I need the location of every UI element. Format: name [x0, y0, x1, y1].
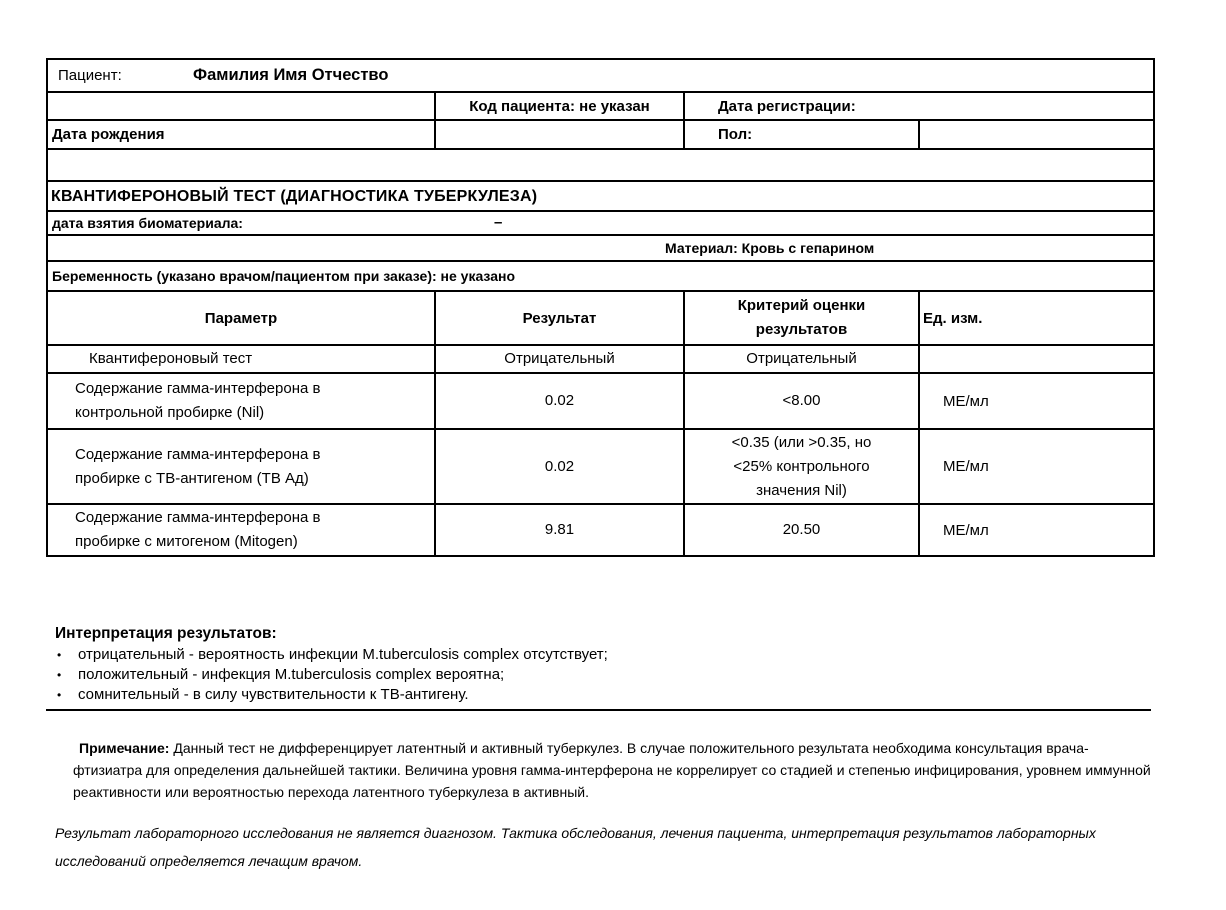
result-criteria: Отрицательный	[685, 346, 920, 372]
result-parameter: Квантифероновый тест	[46, 346, 436, 372]
table-row: Содержание гамма-интерферона в контрольн…	[46, 374, 1155, 430]
note-paragraph: Примечание: Данный тест не дифференцируе…	[73, 737, 1153, 803]
birth-date-row: Дата рождения Пол:	[46, 121, 1155, 150]
result-criteria: 20.50	[685, 505, 920, 555]
spacer-row	[46, 150, 1155, 182]
header-criteria: Критерий оценки результатов	[685, 292, 920, 344]
result-unit: МЕ/мл	[920, 374, 1155, 428]
table-row: Квантифероновый тест Отрицательный Отриц…	[46, 346, 1155, 374]
empty-cell	[46, 93, 436, 119]
note-text: Данный тест не дифференцирует латентный …	[73, 740, 1151, 800]
biomaterial-date-cell: дата взятия биоматериала: –	[46, 212, 1155, 234]
patient-label: Пациент:	[58, 67, 122, 84]
list-item: • отрицательный - вероятность инфекции M…	[55, 645, 1226, 665]
list-item: • положительный - инфекция M.tuberculosi…	[55, 665, 1226, 685]
empty-cell	[46, 150, 1155, 180]
table-row: Содержание гамма-интерферона в пробирке …	[46, 430, 1155, 505]
patient-code-label: Код пациента: не указан	[436, 93, 685, 119]
birth-date-label: Дата рождения	[46, 121, 436, 148]
pregnancy-row: Беременность (указано врачом/пациентом п…	[46, 262, 1155, 292]
result-value: 0.02	[436, 374, 685, 428]
result-unit	[920, 346, 1155, 372]
material-label: Материал: Кровь с гепарином	[665, 239, 875, 256]
result-unit: МЕ/мл	[920, 430, 1155, 503]
bullet-icon: •	[57, 688, 62, 702]
list-item: • сомнительный - в силу чувствительности…	[55, 685, 1226, 705]
biomaterial-date-label: дата взятия биоматериала:	[52, 214, 243, 231]
interpretation-title: Интерпретация результатов:	[55, 625, 277, 642]
registration-date-label: Дата регистрации:	[685, 93, 1155, 119]
patient-name: Фамилия Имя Отчество	[193, 66, 389, 84]
pregnancy-label: Беременность (указано врачом/пациентом п…	[52, 267, 516, 284]
separator-line	[46, 709, 1151, 711]
material-cell: Материал: Кровь с гепарином	[46, 236, 1155, 260]
disclaimer-paragraph: Результат лабораторного исследования не …	[55, 825, 1096, 869]
patient-row: Пациент: Фамилия Имя Отчество	[46, 60, 1155, 93]
header-parameter: Параметр	[46, 292, 436, 344]
result-criteria: <0.35 (или >0.35, но <25% контрольного з…	[685, 430, 920, 503]
result-value: Отрицательный	[436, 346, 685, 372]
patient-code-row: Код пациента: не указан Дата регистрации…	[46, 93, 1155, 121]
result-criteria: <8.00	[685, 374, 920, 428]
pregnancy-cell: Беременность (указано врачом/пациентом п…	[46, 262, 1155, 290]
result-value: 0.02	[436, 430, 685, 503]
bullet-icon: •	[57, 648, 62, 662]
interpretation-section: Интерпретация результатов: • отрицательн…	[55, 623, 1226, 705]
table-row: Содержание гамма-интерферона в пробирке …	[46, 505, 1155, 557]
empty-cell	[920, 121, 1155, 148]
result-parameter: Содержание гамма-интерферона в пробирке …	[46, 430, 436, 503]
material-row: Материал: Кровь с гепарином	[46, 236, 1155, 262]
result-parameter: Содержание гамма-интерферона в контрольн…	[46, 374, 436, 428]
result-parameter: Содержание гамма-интерферона в пробирке …	[46, 505, 436, 555]
bullet-icon: •	[57, 668, 62, 682]
header-result: Результат	[436, 292, 685, 344]
result-unit: МЕ/мл	[920, 505, 1155, 555]
biomaterial-date-row: дата взятия биоматериала: –	[46, 212, 1155, 236]
interpretation-item-text: сомнительный - в силу чувствительности к…	[78, 686, 469, 703]
results-header-row: Параметр Результат Критерий оценки резул…	[46, 292, 1155, 346]
patient-cell: Пациент: Фамилия Имя Отчество	[46, 60, 1155, 91]
sex-label: Пол:	[685, 121, 920, 148]
test-title-row: КВАНТИФЕРОНОВЫЙ ТЕСТ (ДИАГНОСТИКА ТУБЕРК…	[46, 182, 1155, 212]
report-table: Пациент: Фамилия Имя Отчество Код пациен…	[46, 58, 1155, 557]
note-label: Примечание:	[79, 740, 170, 756]
lab-report-page: Пациент: Фамилия Имя Отчество Код пациен…	[46, 58, 1226, 869]
biomaterial-date-value: –	[494, 214, 503, 231]
empty-cell	[436, 121, 685, 148]
header-units: Ед. изм.	[920, 292, 1155, 344]
result-value: 9.81	[436, 505, 685, 555]
test-title: КВАНТИФЕРОНОВЫЙ ТЕСТ (ДИАГНОСТИКА ТУБЕРК…	[46, 182, 1155, 210]
interpretation-item-text: отрицательный - вероятность инфекции M.t…	[78, 646, 608, 663]
interpretation-item-text: положительный - инфекция M.tuberculosis …	[78, 666, 505, 683]
